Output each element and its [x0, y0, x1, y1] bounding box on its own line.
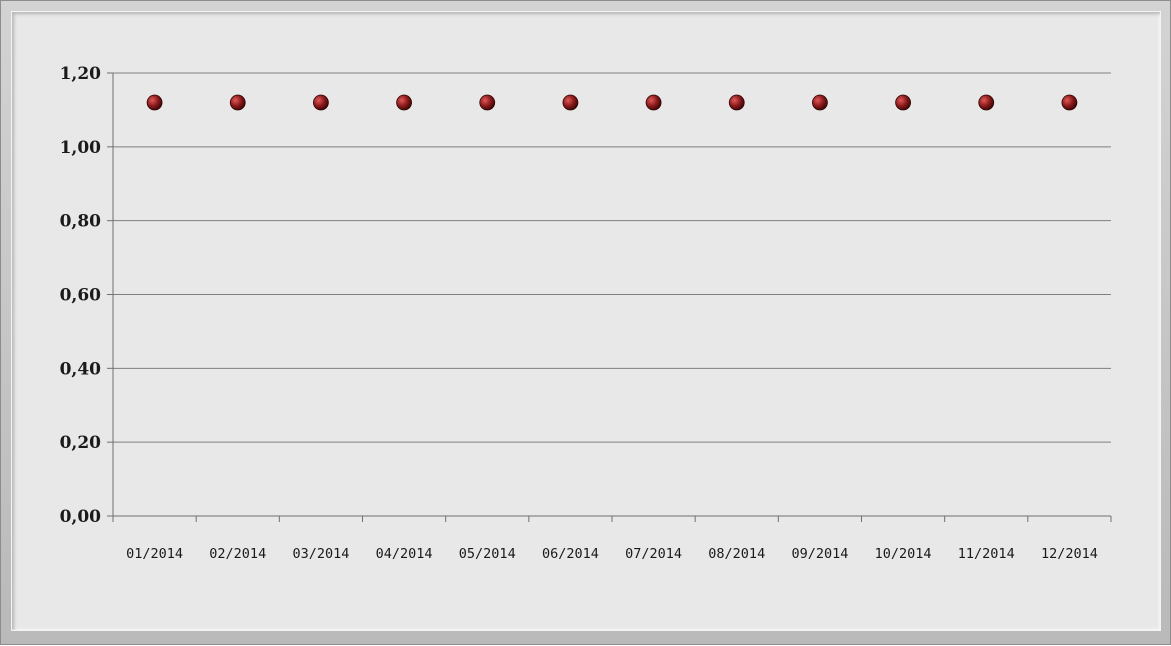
y-tick-label: 1,00: [60, 138, 102, 158]
axes: [107, 72, 1112, 522]
y-tick-label: 1,20: [60, 64, 102, 84]
x-tick-label: 08/2014: [708, 546, 765, 562]
x-tick-label: 10/2014: [875, 546, 932, 562]
x-tick-label: 09/2014: [791, 546, 848, 562]
gridlines: [113, 72, 1111, 443]
x-tick-label: 06/2014: [542, 546, 599, 562]
y-tick-label: 0,00: [60, 507, 102, 527]
x-tick-label: 03/2014: [292, 546, 349, 562]
data-point: [313, 94, 329, 111]
data-point: [396, 94, 412, 111]
x-tick-label: 02/2014: [209, 546, 266, 562]
x-tick-label: 11/2014: [958, 546, 1015, 562]
x-tick-label: 12/2014: [1041, 546, 1098, 562]
data-point: [978, 94, 995, 111]
data-point: [229, 94, 246, 111]
chart-panel: [11, 11, 1161, 631]
data-point: [645, 94, 662, 111]
x-tick-label: 04/2014: [376, 546, 433, 562]
data-point: [728, 94, 745, 111]
x-tick-label: 05/2014: [459, 546, 516, 562]
y-tick-labels: 0,00 0,20 0,40 0,60 0,80 1,00 1,20: [60, 64, 102, 527]
y-tick-label: 0,80: [60, 212, 102, 232]
y-tick-label: 0,60: [60, 286, 102, 306]
data-point: [1061, 94, 1078, 111]
data-point: [479, 94, 496, 111]
y-tick-label: 0,20: [60, 433, 102, 453]
data-point: [895, 94, 911, 111]
series: [146, 94, 1078, 111]
data-point: [146, 94, 163, 111]
x-tick-label: 07/2014: [625, 546, 682, 562]
x-tick-labels: 01/2014 02/2014 03/2014 04/2014 05/2014 06/20…: [126, 546, 1098, 562]
data-point: [562, 94, 579, 111]
x-tick-label: 01/2014: [126, 546, 183, 562]
data-point: [812, 94, 828, 111]
y-tick-label: 0,40: [60, 359, 102, 379]
